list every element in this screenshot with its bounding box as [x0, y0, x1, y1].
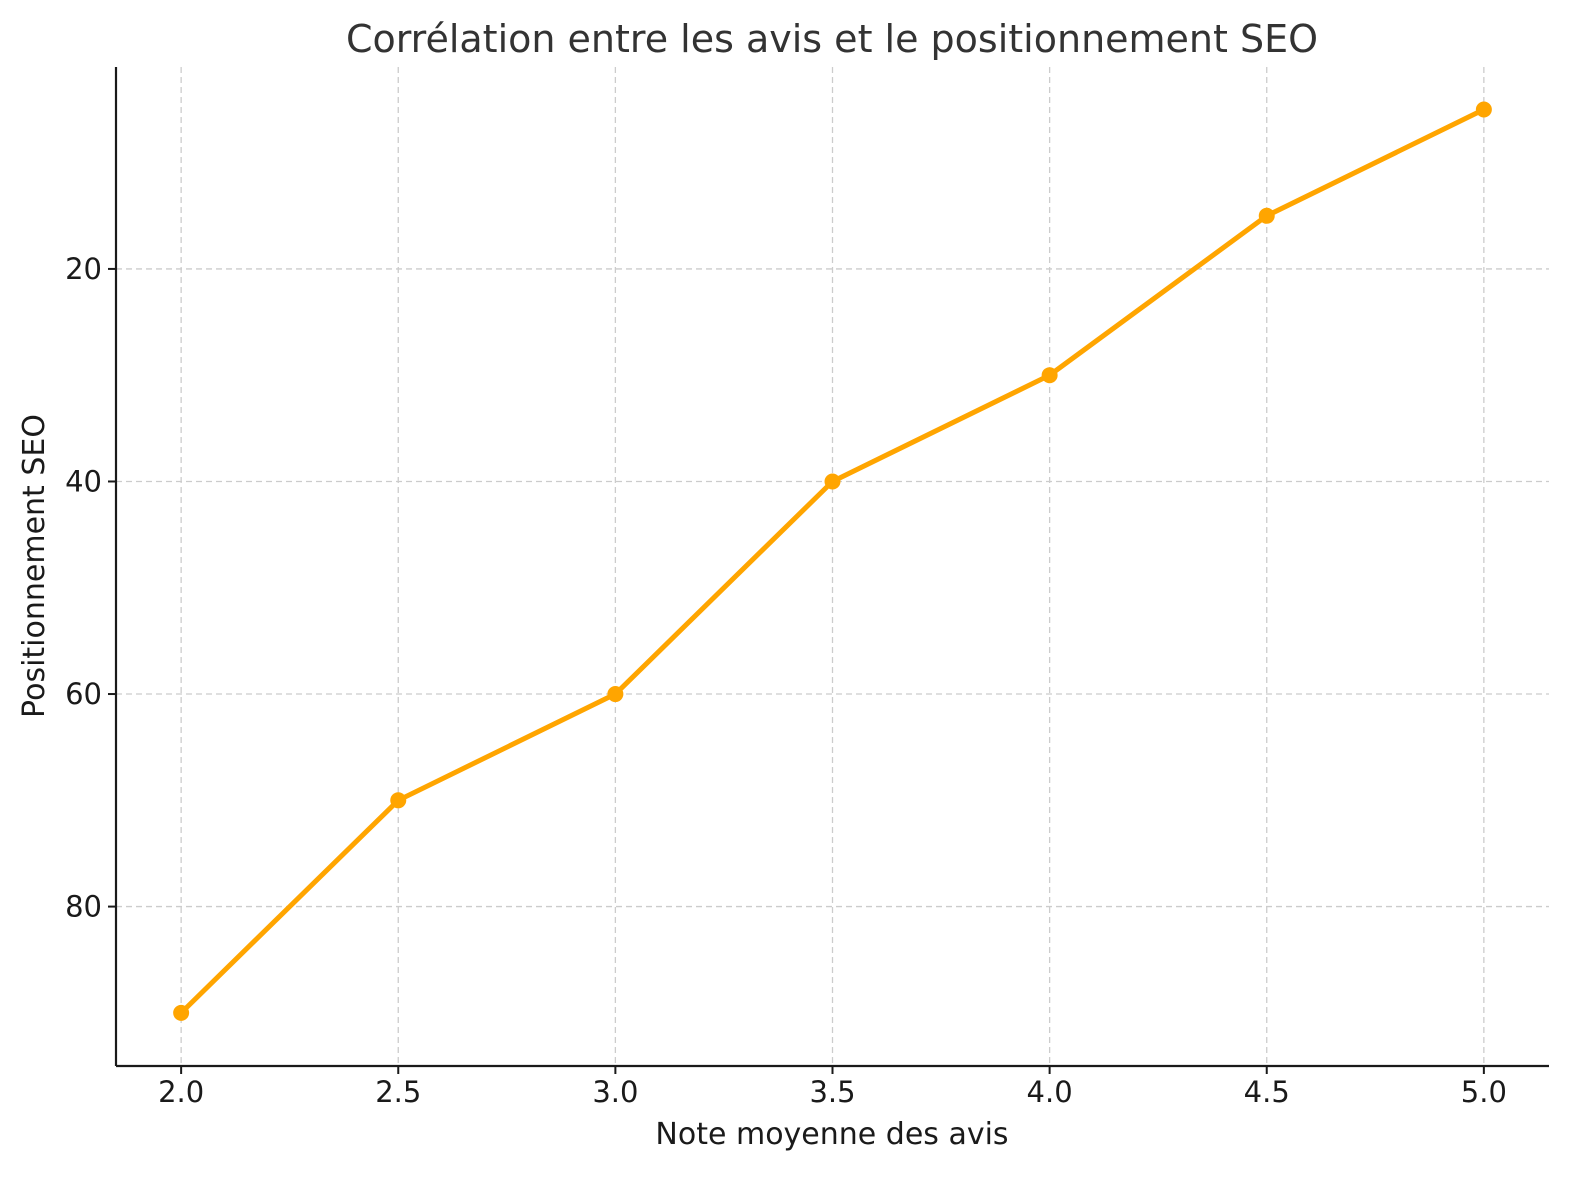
data-point: [390, 792, 407, 809]
x-axis-ticks: 2.0 2.5 3.0 3.5 4.0 4.5 5.0: [158, 1066, 1507, 1109]
x-tick-label: 3.0: [592, 1075, 638, 1109]
x-tick-label: 4.0: [1027, 1075, 1073, 1109]
y-tick-label: 60: [65, 677, 102, 711]
x-tick-label: 4.5: [1244, 1075, 1290, 1109]
data-point: [607, 686, 624, 703]
y-tick-label: 40: [65, 464, 102, 498]
y-axis-ticks: 20 40 60 80: [65, 252, 116, 924]
x-axis-label: Note moyenne des avis: [655, 1117, 1008, 1152]
x-tick-label: 3.5: [809, 1075, 855, 1109]
x-tick-label: 5.0: [1461, 1075, 1507, 1109]
chart-title: Corrélation entre les avis et le positio…: [346, 17, 1318, 61]
x-tick-label: 2.0: [158, 1075, 204, 1109]
axes: [114, 67, 1549, 1068]
x-tick-label: 2.5: [375, 1075, 421, 1109]
grid-lines: [116, 67, 1549, 1066]
data-point: [1041, 367, 1058, 384]
data-point: [824, 473, 841, 490]
y-tick-label: 80: [65, 890, 102, 924]
series-group: [173, 101, 1492, 1021]
data-point: [173, 1004, 190, 1021]
data-point: [1475, 101, 1492, 118]
data-point: [1258, 207, 1275, 224]
y-tick-label: 20: [65, 252, 102, 286]
y-axis-label: Positionnement SEO: [17, 414, 52, 718]
